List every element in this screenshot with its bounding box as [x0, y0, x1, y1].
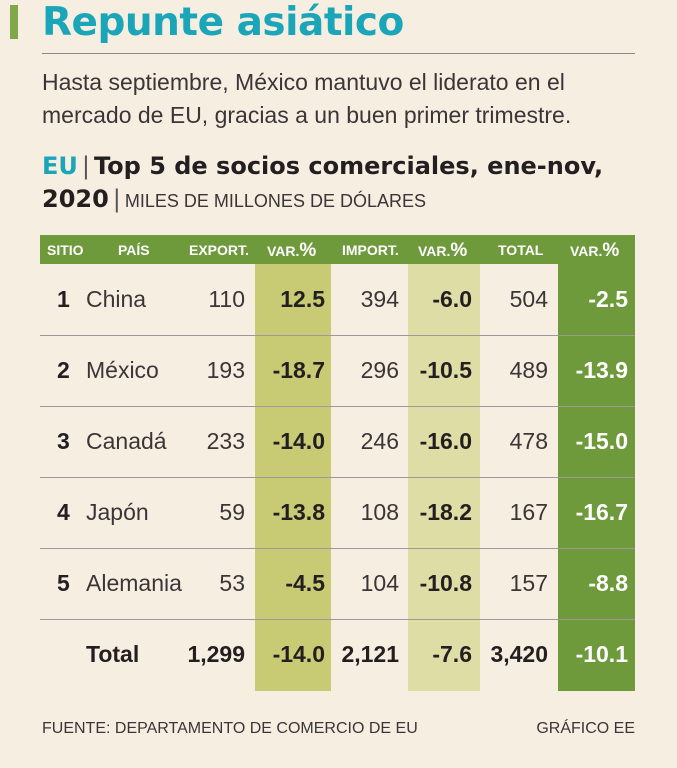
total-cell: 478 [509, 428, 548, 454]
row-divider [40, 335, 635, 336]
rank-cell: 2 [57, 357, 70, 383]
import-var-cell: -6.0 [432, 286, 472, 312]
rank-cell: 1 [57, 286, 70, 312]
header-total-var: VAR.% [570, 235, 619, 264]
header-country: PAÍS [118, 242, 150, 258]
source-note: FUENTE: DEPARTAMENTO DE COMERCIO DE EU [42, 720, 418, 737]
table-row: 2 México 193 -18.7 296 -10.5 489 -13.9 [40, 335, 635, 406]
headline: Repunte asiático [42, 0, 404, 45]
country-cell: China [86, 286, 147, 312]
total-var-cell: -10.1 [575, 641, 628, 667]
import-var-cell: -18.2 [419, 499, 472, 525]
import-cell: 246 [360, 428, 399, 454]
total-cell: 167 [509, 499, 548, 525]
country-cell: Alemania [86, 570, 182, 596]
export-var-cell: -18.7 [272, 357, 325, 383]
accent-bar [10, 5, 18, 39]
header-export-var-label: VAR. [267, 243, 300, 259]
export-cell: 59 [219, 499, 245, 525]
unit-label: MILES DE MILLONES DE DÓLARES [124, 191, 426, 211]
percent-symbol: % [602, 240, 620, 261]
export-cell: 233 [206, 428, 245, 454]
percent-symbol: % [299, 240, 317, 261]
rank-cell: 5 [57, 570, 70, 596]
header-export: EXPORT. [189, 242, 249, 258]
export-cell: 1,299 [187, 641, 245, 667]
row-divider [40, 619, 635, 620]
export-cell: 193 [206, 357, 245, 383]
total-var-cell: -2.5 [588, 286, 628, 312]
total-row: Total 1,299 -14.0 2,121 -7.6 3,420 -10.1 [40, 619, 635, 690]
header-import: IMPORT. [342, 242, 399, 258]
table-subhead: EU | Top 5 de socios comerciales, ene-nov,… [42, 150, 652, 218]
row-divider [40, 477, 635, 478]
total-var-cell: -13.9 [575, 357, 628, 383]
country-cell: México [86, 357, 159, 383]
total-var-cell: -15.0 [575, 428, 628, 454]
trade-partners-table: SITIO PAÍS EXPORT. VAR.% IMPORT. VAR.% T… [40, 235, 635, 691]
rank-cell: 3 [57, 428, 70, 454]
export-var-cell: -14.0 [272, 641, 325, 667]
header-total-var-label: VAR. [570, 243, 603, 259]
percent-symbol: % [450, 240, 468, 261]
header-total: TOTAL [498, 242, 544, 258]
total-label: Total [86, 641, 140, 667]
region-label: EU [42, 152, 78, 180]
header-import-var: VAR.% [418, 235, 467, 264]
header-import-var-label: VAR. [418, 243, 451, 259]
table-title: Top 5 de socios comerciales, ene-nov, 20… [42, 152, 604, 213]
export-var-cell: -13.8 [272, 499, 325, 525]
intro-text: Hasta septiembre, México mantuvo el lide… [42, 69, 572, 128]
row-divider [40, 548, 635, 549]
divider [42, 53, 635, 54]
table-row: 1 China 110 12.5 394 -6.0 504 -2.5 [40, 264, 635, 335]
export-var-cell: -14.0 [272, 428, 325, 454]
import-cell: 394 [360, 286, 399, 312]
total-cell: 489 [509, 357, 548, 383]
export-var-cell: 12.5 [280, 286, 325, 312]
total-var-cell: -16.7 [575, 499, 628, 525]
country-cell: Japón [86, 499, 149, 525]
row-divider [40, 406, 635, 407]
import-var-cell: -10.8 [419, 570, 472, 596]
export-cell: 53 [219, 570, 245, 596]
import-cell: 2,121 [341, 641, 399, 667]
export-var-cell: -4.5 [285, 570, 325, 596]
total-cell: 504 [509, 286, 548, 312]
rank-cell: 4 [57, 499, 70, 525]
header-export-var: VAR.% [267, 235, 316, 264]
table-row: 3 Canadá 233 -14.0 246 -16.0 478 -15.0 [40, 406, 635, 477]
table-header: SITIO PAÍS EXPORT. VAR.% IMPORT. VAR.% T… [40, 235, 635, 264]
import-cell: 104 [360, 570, 399, 596]
separator: | [81, 152, 90, 180]
graphic-credit: GRÁFICO EE [536, 720, 635, 737]
import-var-cell: -10.5 [419, 357, 472, 383]
import-var-cell: -7.6 [432, 641, 472, 667]
import-var-cell: -16.0 [419, 428, 472, 454]
table-row: 4 Japón 59 -13.8 108 -18.2 167 -16.7 [40, 477, 635, 548]
export-cell: 110 [208, 286, 245, 312]
import-cell: 108 [360, 499, 399, 525]
header-rank: SITIO [47, 242, 84, 258]
import-cell: 296 [360, 357, 399, 383]
total-cell: 157 [509, 570, 548, 596]
country-cell: Canadá [86, 428, 167, 454]
total-cell: 3,420 [490, 641, 548, 667]
total-var-cell: -8.8 [588, 570, 628, 596]
table-row: 5 Alemania 53 -4.5 104 -10.8 157 -8.8 [40, 548, 635, 619]
separator: | [112, 185, 121, 213]
